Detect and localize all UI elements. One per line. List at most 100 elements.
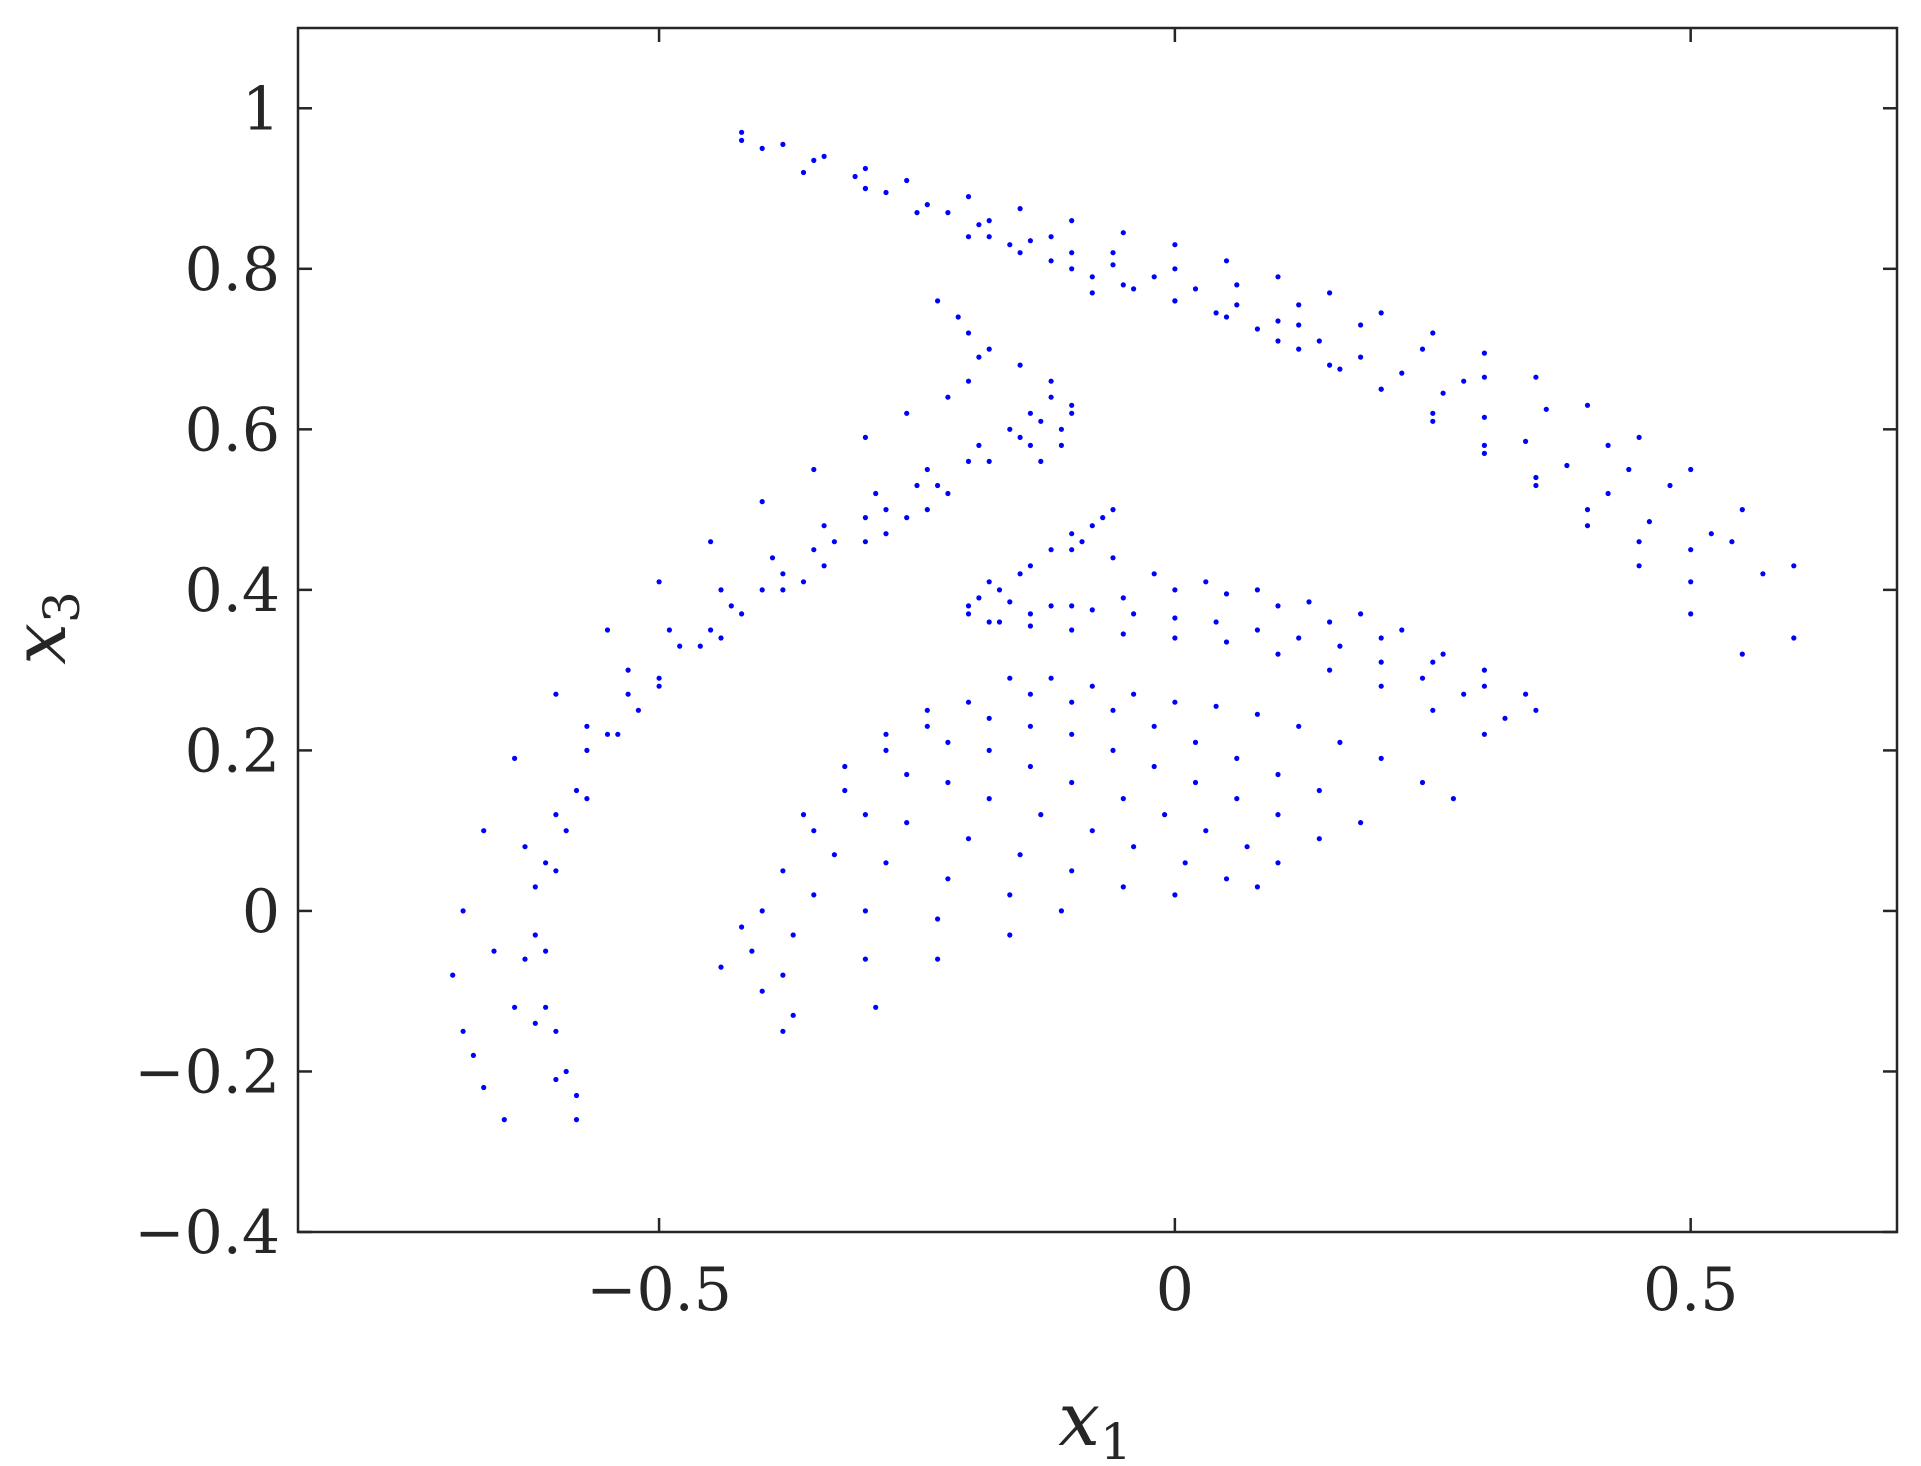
data-point <box>1192 739 1199 746</box>
data-point <box>1131 691 1137 697</box>
data-point <box>811 157 817 163</box>
data-point <box>1048 394 1054 400</box>
data-point <box>1038 458 1044 464</box>
data-point <box>1481 731 1487 737</box>
data-point <box>656 683 662 689</box>
data-point <box>986 747 992 754</box>
data-point <box>718 635 724 641</box>
data-point <box>1533 374 1539 380</box>
data-point <box>759 499 765 505</box>
data-point <box>1430 707 1436 713</box>
data-point <box>1223 314 1230 320</box>
data-point <box>1089 607 1095 613</box>
y-tick-label: 0.8 <box>185 235 280 305</box>
data-point <box>780 868 786 874</box>
data-point <box>1399 370 1405 376</box>
data-point <box>1048 547 1054 553</box>
data-point <box>666 627 673 633</box>
data-point <box>1358 322 1364 328</box>
data-point <box>739 924 745 930</box>
data-point <box>1275 771 1281 778</box>
data-point <box>862 956 869 962</box>
data-point <box>1213 310 1219 316</box>
data-point <box>1275 318 1281 324</box>
data-point <box>1275 860 1281 866</box>
data-point <box>1450 796 1456 802</box>
data-point <box>1739 507 1745 513</box>
data-point <box>635 707 642 713</box>
data-point <box>976 222 982 228</box>
data-point <box>1069 402 1075 408</box>
data-point <box>1131 844 1137 850</box>
data-point <box>1358 611 1364 617</box>
data-point <box>1739 651 1745 657</box>
data-point <box>1089 683 1095 689</box>
data-point <box>1667 482 1673 489</box>
data-point <box>1584 523 1591 529</box>
data-point <box>883 189 889 196</box>
data-point <box>945 394 951 400</box>
data-point <box>1069 266 1075 272</box>
data-point <box>481 828 487 834</box>
data-point <box>1296 346 1302 352</box>
data-point <box>1203 828 1209 834</box>
data-point <box>1110 250 1116 256</box>
data-point <box>460 908 466 914</box>
data-point <box>739 611 745 617</box>
data-point <box>1172 699 1178 705</box>
data-point <box>1027 442 1033 448</box>
data-point <box>1378 386 1384 392</box>
data-point <box>1337 739 1343 746</box>
data-point <box>1069 531 1075 537</box>
data-point <box>1069 779 1075 786</box>
data-point <box>904 771 910 778</box>
data-point <box>739 129 745 135</box>
y-tick-label: 0.2 <box>185 716 280 786</box>
data-point <box>1089 274 1095 280</box>
data-point <box>811 466 817 473</box>
data-point <box>780 972 786 978</box>
y-axis-ticks: −0.4 −0.2 0 0.2 0.4 0.6 0.8 1 <box>134 74 1897 1268</box>
data-point <box>862 185 869 192</box>
data-point <box>1172 635 1178 641</box>
data-point <box>1151 274 1157 280</box>
data-point <box>1069 699 1075 705</box>
data-point <box>1626 466 1632 473</box>
data-point <box>1007 426 1013 432</box>
data-point <box>1120 282 1126 288</box>
data-point <box>584 723 590 729</box>
data-point <box>1358 820 1364 826</box>
data-point <box>883 531 889 537</box>
data-point <box>811 828 817 834</box>
data-point <box>604 627 611 633</box>
y-axis-label: x3 <box>0 591 91 665</box>
data-point <box>1327 362 1333 368</box>
data-point <box>1254 587 1260 593</box>
data-point <box>811 547 817 553</box>
data-point <box>1337 643 1343 649</box>
data-point <box>965 836 972 842</box>
data-point <box>749 948 755 954</box>
data-point <box>1636 539 1642 545</box>
data-point <box>873 490 879 497</box>
data-point <box>1636 434 1642 440</box>
data-point <box>996 587 1003 593</box>
data-point <box>1481 374 1487 380</box>
data-point <box>965 378 972 384</box>
data-point <box>1275 603 1281 609</box>
data-point <box>1481 683 1487 689</box>
data-point <box>1502 715 1508 721</box>
data-point <box>986 715 992 721</box>
data-point <box>924 723 930 729</box>
data-point <box>759 988 765 994</box>
data-point <box>470 1052 476 1058</box>
data-point <box>1481 442 1487 448</box>
data-point <box>800 169 807 176</box>
data-point <box>1069 547 1075 553</box>
x-tick-label: 0 <box>1156 1255 1194 1325</box>
data-point <box>1038 418 1044 424</box>
data-point <box>862 908 869 914</box>
data-point <box>1027 691 1033 697</box>
data-point <box>1316 787 1322 794</box>
data-point <box>522 956 528 962</box>
